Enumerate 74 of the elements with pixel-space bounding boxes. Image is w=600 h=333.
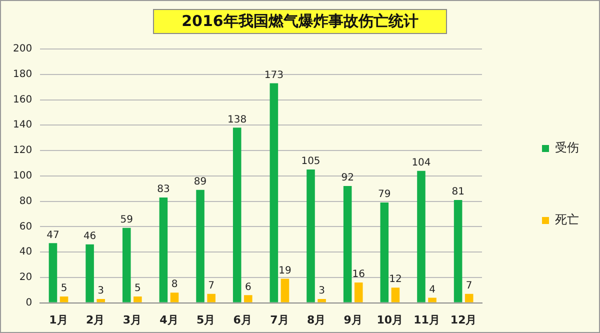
bar [122,228,131,302]
data-label: 4 [429,284,436,296]
data-label: 7 [208,280,215,292]
x-tick-label: 11月 [414,313,440,326]
x-tick-label: 7月 [270,313,289,326]
x-tick-label: 4月 [160,313,178,326]
data-label: 79 [378,189,391,200]
bar [134,296,142,302]
bar [207,294,216,302]
data-label: 105 [301,156,320,168]
data-label: 19 [278,265,292,276]
x-tick-label: 8月 [306,313,326,326]
bar [280,278,290,302]
data-label: 8 [171,279,178,290]
data-label: 5 [134,283,141,294]
chart-title: 2016年我国燃气爆炸事故伤亡统计 [152,9,448,34]
bar [232,128,242,302]
x-tick-label: 12月 [450,313,477,326]
data-label: 6 [244,282,252,293]
data-label: 138 [228,114,247,126]
data-label: 7 [466,280,472,292]
x-tick-label: 10月 [376,313,404,326]
bar [318,298,326,302]
data-label: 83 [157,184,170,196]
y-tick-label: 120 [12,145,32,156]
y-tick-label: 100 [12,170,32,182]
data-label: 81 [452,186,464,198]
y-tick-label: 0 [26,297,32,308]
x-tick-label: 6月 [233,313,252,326]
y-tick-label: 180 [12,68,32,80]
y-tick-label: 160 [12,94,32,106]
x-tick-label: 1月 [49,313,68,326]
data-label: 104 [412,157,431,168]
y-tick-label: 60 [19,221,32,232]
bar [60,296,68,302]
x-tick-label: 9月 [344,313,362,326]
bar [86,244,94,302]
bar [306,170,315,302]
legend-label: 死亡 [555,212,579,227]
data-label: 3 [318,286,325,297]
data-label: 46 [83,231,96,242]
bar [170,292,179,302]
bar [48,243,58,302]
x-tick-label: 3月 [122,313,142,326]
bar [244,295,252,302]
y-tick-label: 80 [19,196,32,207]
bar [196,190,204,302]
data-label: 12 [389,274,402,286]
data-label: 59 [120,214,133,226]
data-label: 16 [352,269,365,280]
bar [380,202,389,302]
y-tick-label: 200 [12,44,32,55]
data-label: 3 [98,286,104,297]
bar [391,288,400,302]
bar [270,83,278,302]
bar [159,197,168,302]
y-tick-label: 140 [12,120,32,131]
data-label: 47 [46,230,60,241]
bar [464,294,474,302]
bar [428,298,436,302]
bar [343,186,352,302]
y-tick-label: 40 [19,246,32,258]
x-tick-label: 2月 [86,313,105,326]
data-label: 89 [194,176,207,188]
bar [454,200,462,302]
data-label: 173 [264,70,284,81]
bar [417,170,426,302]
y-tick-label: 20 [19,272,32,284]
data-label: 92 [341,172,354,184]
bar [96,298,105,302]
legend-label: 受伤 [555,140,579,155]
x-tick-label: 5月 [196,313,216,326]
data-label: 5 [60,283,68,294]
bar [354,282,363,302]
